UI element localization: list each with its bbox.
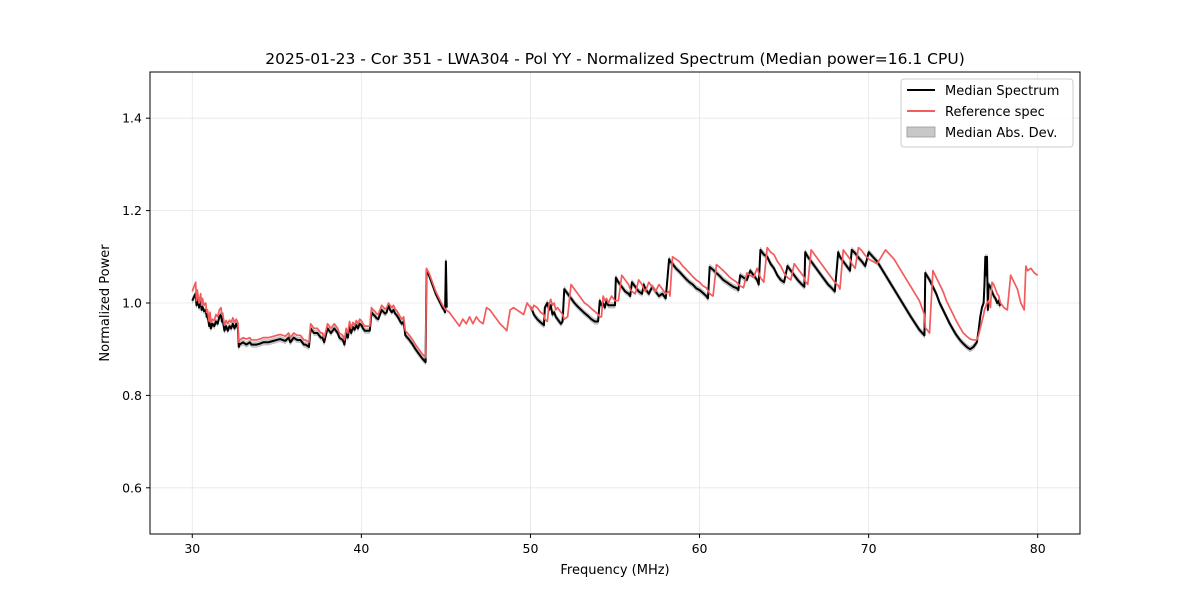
- y-tick-label: 1.0: [122, 296, 142, 311]
- y-tick-label: 1.4: [122, 111, 142, 126]
- chart-title: 2025-01-23 - Cor 351 - LWA304 - Pol YY -…: [265, 50, 965, 68]
- reference-spec-line: [191, 246, 1039, 359]
- y-tick-label: 1.2: [122, 203, 142, 218]
- legend-mad-label: Median Abs. Dev.: [945, 126, 1057, 141]
- legend-mad-swatch: [906, 126, 936, 138]
- median-spectrum-line: [529, 248, 1002, 351]
- legend-reference-spec-label: Reference spec: [945, 105, 1045, 120]
- y-tick-label: 0.8: [122, 388, 142, 403]
- ticks: 30 40 50 60 70 80 0.6 0.8 1.0 1.2 1.4: [122, 111, 1046, 556]
- x-tick-label: 60: [692, 541, 708, 556]
- y-tick-label: 0.6: [122, 480, 142, 495]
- x-tick-label: 70: [861, 541, 877, 556]
- plot-area: [191, 246, 1039, 366]
- legend-box: [900, 78, 1074, 148]
- y-axis-label: Normalized Power: [98, 244, 113, 362]
- legend-median-spectrum-label: Median Spectrum: [945, 84, 1059, 99]
- x-tick-label: 30: [184, 541, 200, 556]
- x-tick-label: 50: [523, 541, 539, 556]
- legend: Median Spectrum Reference spec Median Ab…: [900, 78, 1074, 148]
- x-tick-label: 40: [353, 541, 369, 556]
- median-spectrum-line: [191, 260, 448, 364]
- x-axis-label: Frequency (MHz): [560, 563, 669, 578]
- x-tick-label: 80: [1030, 541, 1046, 556]
